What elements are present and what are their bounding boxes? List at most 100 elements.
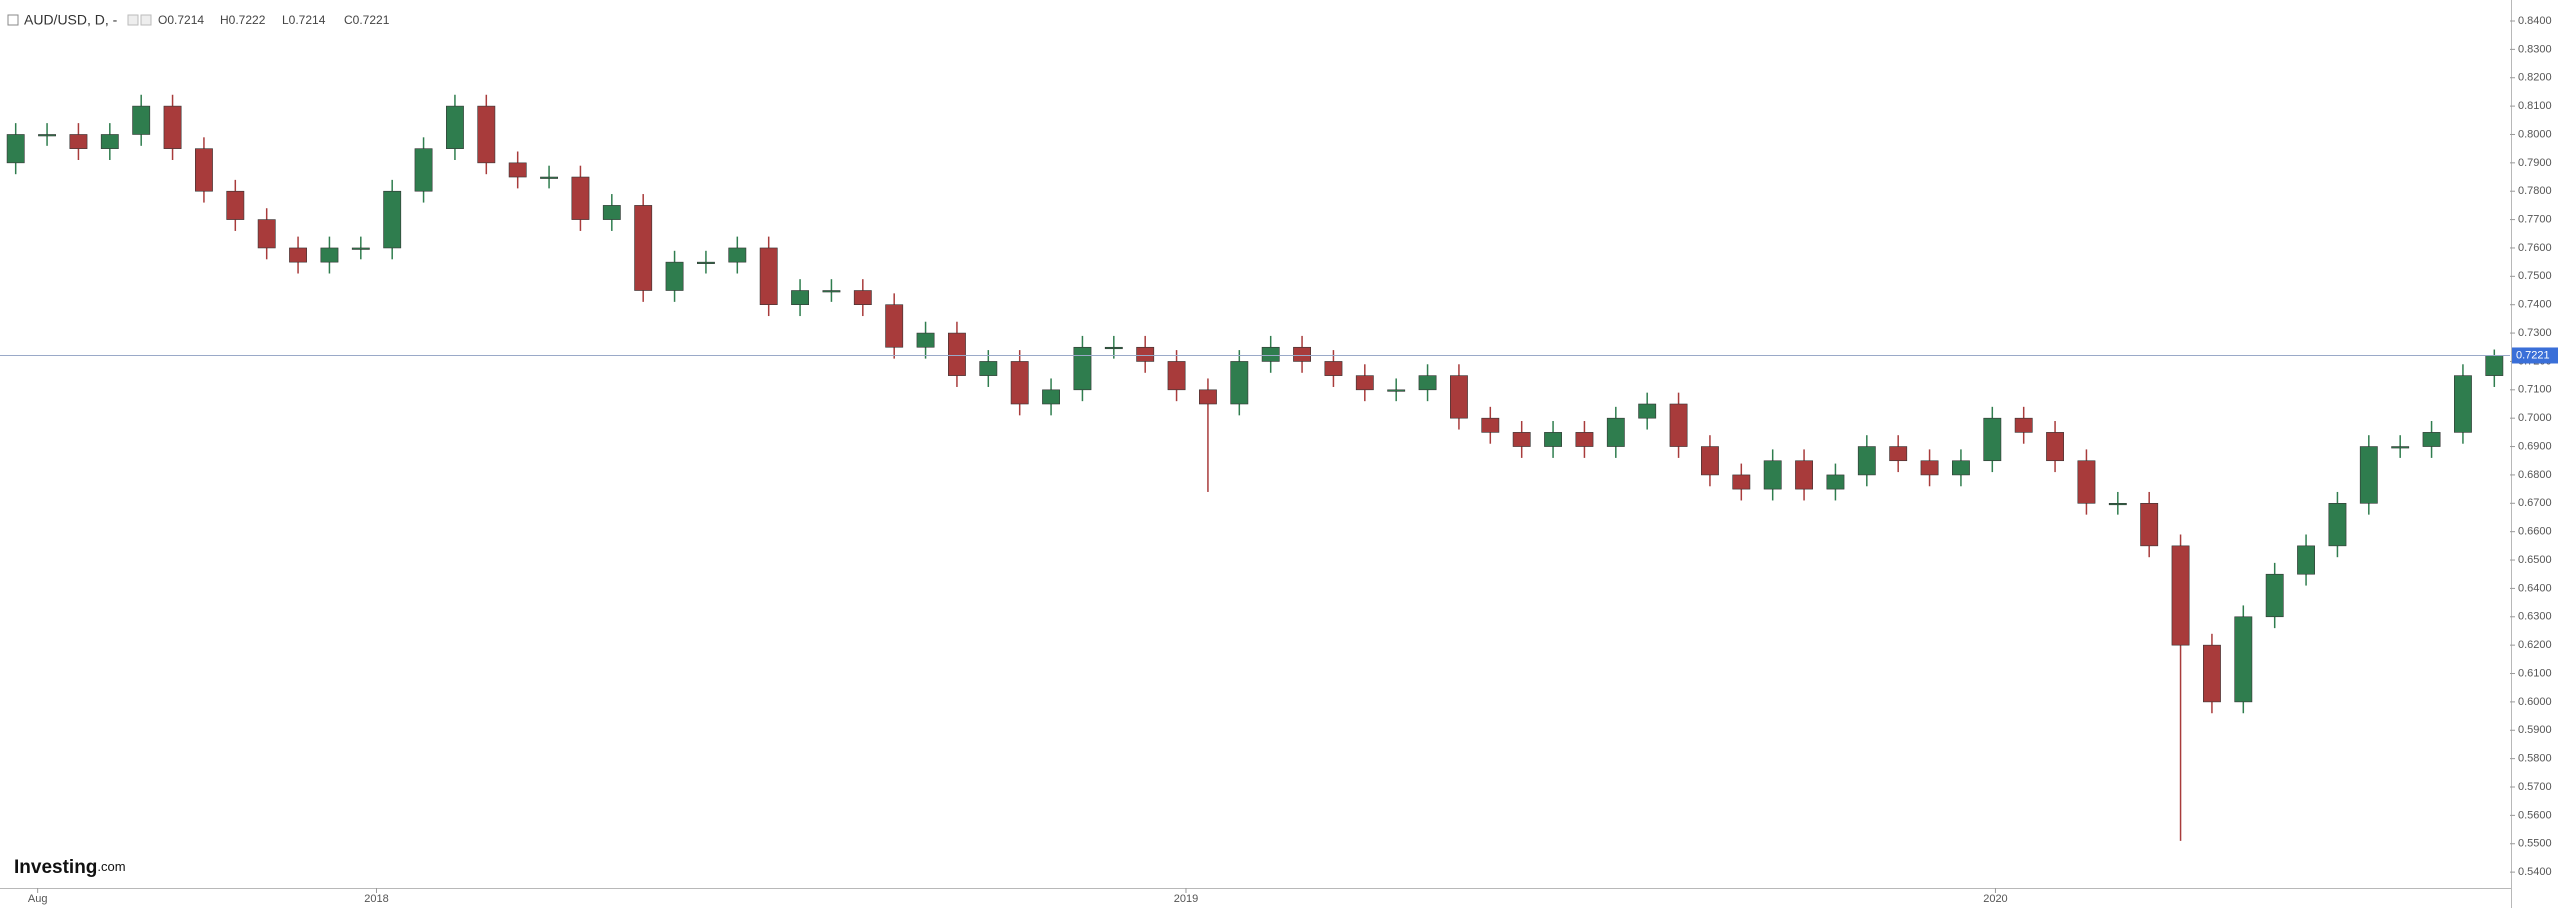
candle-body [1512,432,1531,447]
symbol: AUD/USD, D, - [24,12,118,28]
candle-body [100,134,119,149]
y-tick-label: 0.7000 [2518,412,2552,424]
candle-body [540,176,558,179]
candle-body [2265,573,2284,618]
candle-body [1795,460,1813,490]
y-tick-label: 0.8000 [2518,128,2552,140]
candle-body [979,361,998,376]
candle-body [916,332,935,348]
y-tick-label: 0.8300 [2518,43,2552,55]
candle-body [477,105,496,164]
candle-body [697,261,715,264]
candle-body [2014,417,2033,433]
candle-body [226,190,245,220]
y-tick-label: 0.6200 [2518,639,2552,651]
candle-body [1073,346,1092,391]
collapse-icon[interactable] [7,14,19,26]
y-tick-label: 0.5800 [2518,753,2552,765]
y-tick-label: 0.6500 [2518,554,2552,566]
candle-body [2234,616,2253,703]
candle-body [1732,474,1751,490]
y-tick-label: 0.6300 [2518,611,2552,623]
ohlc-label: C0.7221 [344,13,390,27]
y-tick-label: 0.5400 [2518,866,2552,878]
candle-body [2391,446,2410,449]
candle-body [1355,375,1374,391]
candle-body [1952,460,1970,476]
candle-body [2140,502,2159,547]
candle-body [2422,432,2441,447]
candle-body [2203,644,2221,703]
candle-body [759,247,778,306]
candle-body [1575,432,1594,447]
candle-body [1638,403,1657,419]
y-tick-label: 0.7500 [2518,270,2552,282]
y-tick-label: 0.8400 [2518,15,2552,27]
y-tick-label: 0.5500 [2518,838,2552,850]
candle-body [383,190,402,249]
candle-body [163,105,182,149]
y-tick-label: 0.7400 [2518,299,2552,311]
candle-body [38,134,56,137]
x-tick-label: Aug [28,893,48,905]
candle-body [2077,460,2096,504]
candle-body [1606,417,1625,447]
candle-body [1261,346,1280,362]
x-tick-label: 2020 [1983,893,2007,905]
candle-body [2046,432,2064,462]
candle-body [1920,460,1939,476]
y-tick-label: 0.6900 [2518,440,2552,452]
candle-body [634,205,653,291]
y-tick-label: 0.6400 [2518,582,2552,594]
last-price-box [2512,347,2558,364]
logo-text: Investing.com [14,857,126,878]
candle-body [1857,446,1876,476]
y-tick-label: 0.8200 [2518,72,2552,84]
y-tick-label: 0.6100 [2518,667,2552,679]
candle-body [1324,361,1343,376]
candle-body [822,290,841,293]
candle-body [446,105,464,149]
ohlc-label: O0.7214 [158,13,204,27]
last-price-label: 0.7221 [2516,349,2550,361]
close-icon[interactable] [140,14,152,26]
candle-body [1763,460,1782,490]
candle-body [571,176,590,220]
y-tick-label: 0.7800 [2518,185,2552,197]
candle-body [1826,474,1845,490]
settings-icon[interactable] [127,14,139,26]
candle-body [2108,502,2127,506]
candle-body [1701,446,1719,476]
candle-body [665,261,684,291]
candle-body [1669,403,1688,447]
y-tick-label: 0.6000 [2518,696,2552,708]
y-tick-label: 0.6800 [2518,469,2552,481]
candle-body [1481,417,1500,433]
candle-body [2359,446,2378,504]
candle-body [1450,375,1468,419]
candle-body [602,205,621,220]
candle-body [948,332,966,376]
x-tick-label: 2018 [364,893,388,905]
candle-body [257,219,276,249]
candle-body [195,148,213,192]
candle-body [791,290,809,306]
candle-body [1293,346,1311,362]
y-tick-label: 0.7600 [2518,242,2552,254]
y-tick-label: 0.5700 [2518,781,2552,793]
candle-body [1136,346,1155,362]
logo-suffix: .com [97,859,125,874]
legend-header: AUD/USD, D, - O0.7214 H0.7222 L0.7214 C0.72… [7,12,390,28]
candle-body [2454,375,2472,433]
y-tick-label: 0.7100 [2518,384,2552,396]
ohlc-label: L0.7214 [282,13,326,27]
candle-body [1387,389,1406,392]
y-tick-label: 0.7700 [2518,213,2552,225]
candle-body [508,162,527,178]
candle-body [1104,346,1123,350]
candle-body [69,134,88,149]
candle-body [351,247,370,250]
y-tick-label: 0.5600 [2518,809,2552,821]
